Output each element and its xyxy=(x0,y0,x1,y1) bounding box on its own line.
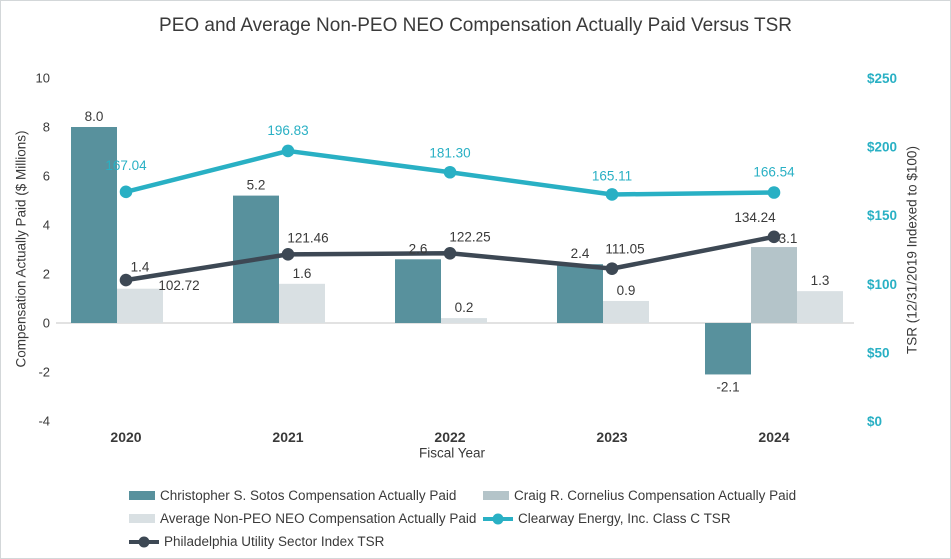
line-value-label: 134.24 xyxy=(734,210,776,225)
left-axis-tick-label: -2 xyxy=(38,365,50,380)
line-point xyxy=(443,246,457,260)
right-axis-title: TSR (12/31/2019 Indexed to $100) xyxy=(904,146,920,354)
line-point xyxy=(767,230,781,244)
left-axis-tick-label: 4 xyxy=(43,218,50,233)
left-axis-tick-label: 6 xyxy=(43,169,50,184)
right-axis-tick-label: $0 xyxy=(867,414,882,429)
bar-value-label: 3.1 xyxy=(779,231,798,246)
bar-value-label: 2.6 xyxy=(409,241,428,256)
line-point xyxy=(281,248,295,261)
right-axis-tick-label: $200 xyxy=(867,140,897,155)
bar xyxy=(603,300,649,323)
right-axis-tick-label: $50 xyxy=(867,345,890,360)
left-axis-tick-label: 0 xyxy=(43,316,50,331)
bar xyxy=(279,283,325,323)
bar xyxy=(705,323,751,375)
line-point xyxy=(119,185,133,199)
line-value-label: 102.72 xyxy=(158,278,199,293)
line-value-label: 121.46 xyxy=(287,230,328,245)
bar-value-label: 1.4 xyxy=(131,260,150,275)
bar-value-label: 5.2 xyxy=(247,178,266,193)
bar-value-label: 0.2 xyxy=(455,300,474,315)
bar-value-label: 1.3 xyxy=(811,273,830,288)
right-axis-tick-label: $100 xyxy=(867,277,897,292)
left-axis-tick-label: 8 xyxy=(43,120,50,135)
left-axis-tick-label: -4 xyxy=(38,414,50,429)
line-value-label: 166.54 xyxy=(753,165,795,180)
line-value-label: 167.04 xyxy=(105,158,147,173)
bar xyxy=(797,291,843,323)
left-axis-tick-label: 10 xyxy=(36,71,50,86)
line-point xyxy=(767,186,781,199)
chart-title: PEO and Average Non-PEO NEO Compensation… xyxy=(159,15,792,36)
bar xyxy=(751,247,797,323)
bar xyxy=(71,127,117,323)
line-point xyxy=(605,188,619,201)
bar xyxy=(557,264,603,323)
bar-value-label: 0.9 xyxy=(617,283,636,298)
bar xyxy=(117,288,163,323)
right-axis-tick-label: $250 xyxy=(867,71,897,86)
bar-value-label: 1.6 xyxy=(293,266,312,281)
line-value-label: 111.05 xyxy=(605,242,644,257)
right-axis-tick-label: $150 xyxy=(867,208,897,223)
line-value-label: 196.83 xyxy=(267,123,308,138)
line-value-label: 122.25 xyxy=(449,229,490,244)
left-axis-tick-label: 2 xyxy=(43,267,50,282)
x-axis-tick-label: 2020 xyxy=(110,429,141,445)
x-axis-tick-label: 2024 xyxy=(758,429,789,445)
line-point xyxy=(281,144,295,158)
bar-value-label: -2.1 xyxy=(716,379,739,394)
x-axis-title: Fiscal Year xyxy=(418,445,486,461)
bar xyxy=(395,259,441,323)
line-value-label: 181.30 xyxy=(429,145,470,160)
line-point xyxy=(605,262,619,275)
line-point xyxy=(119,273,133,287)
line-point xyxy=(443,165,457,179)
x-axis-tick-label: 2021 xyxy=(272,429,303,445)
x-axis-tick-label: 2023 xyxy=(596,429,627,445)
x-axis-tick-label: 2022 xyxy=(434,429,465,445)
left-axis-title: Compensation Actually Paid ($ Millions) xyxy=(13,130,29,368)
line-value-label: 165.11 xyxy=(592,168,632,183)
bar xyxy=(441,318,487,323)
bar-value-label: 8.0 xyxy=(85,109,104,124)
bar-value-label: 2.4 xyxy=(571,246,590,261)
